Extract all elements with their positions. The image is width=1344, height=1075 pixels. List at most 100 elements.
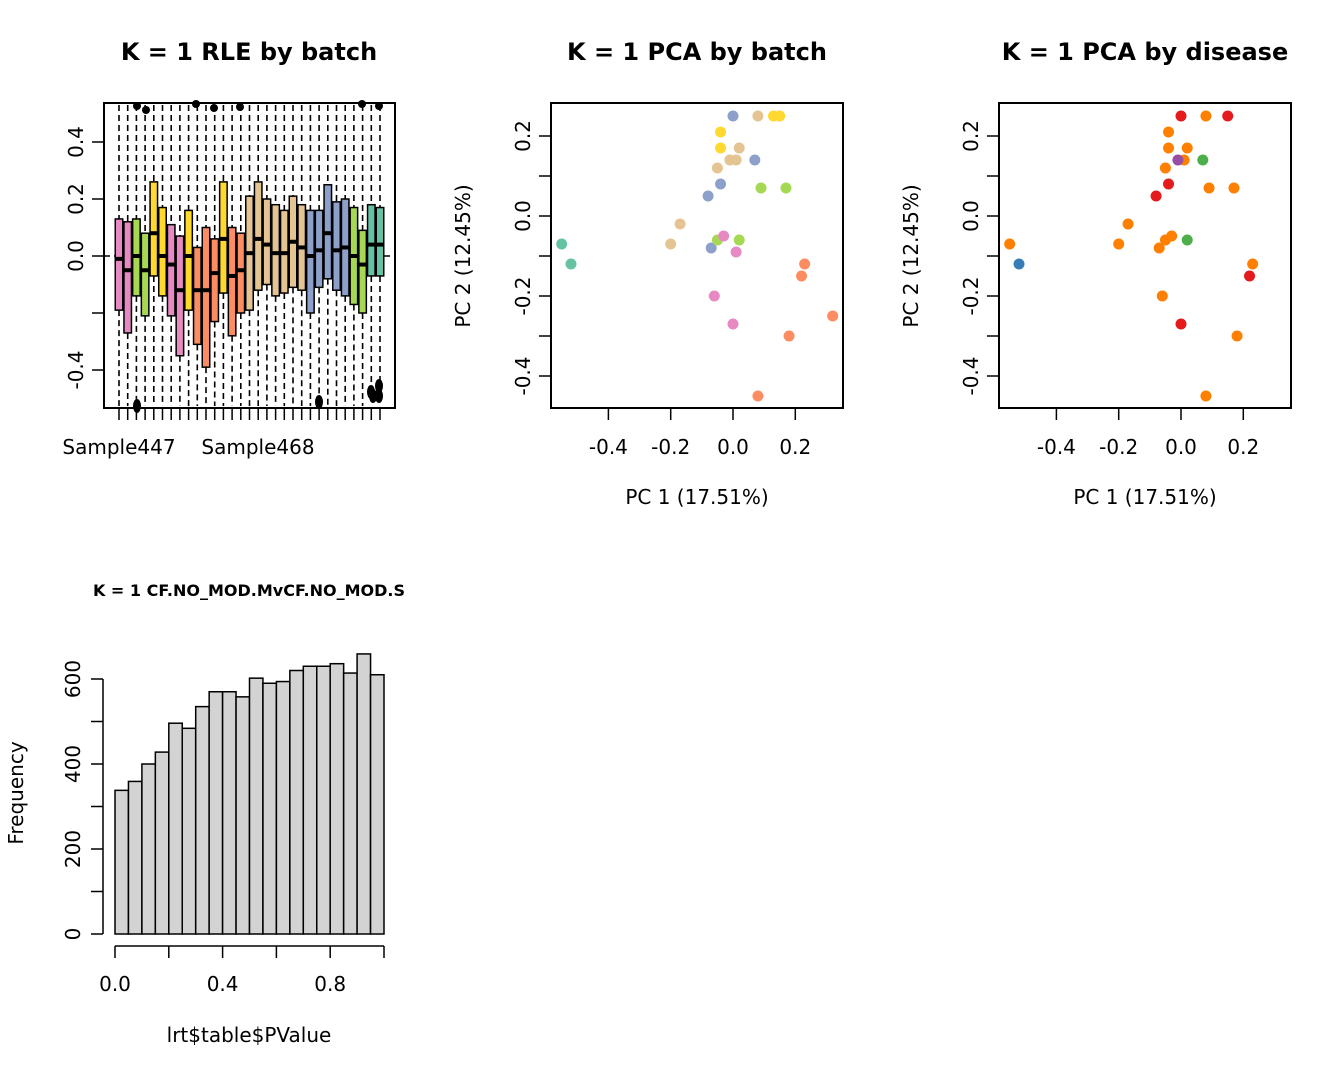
x-tick-label: -0.4 (589, 435, 628, 459)
pca-disease-ylabel: PC 2 (12.45%) (899, 184, 923, 327)
outlier-point (375, 379, 383, 393)
pca-batch-title: K = 1 PCA by batch (567, 38, 827, 66)
data-point (1197, 154, 1209, 166)
y-tick-label: 0.2 (64, 183, 88, 215)
data-point (733, 234, 745, 246)
histogram-xlabel: lrt$table$PValue (167, 1023, 332, 1047)
y-tick-label: 0.0 (511, 200, 535, 232)
rle-panel: K = 1 RLE by batch -0.4 0.0 0.2 0.4 Sample44… (62, 38, 396, 459)
box (253, 181, 263, 291)
rle-plot-area: -0.4 0.0 0.2 0.4 Sample447 Sample468 (62, 100, 396, 459)
box (184, 209, 194, 311)
data-point (1175, 318, 1187, 330)
box (140, 232, 150, 317)
box (375, 206, 385, 277)
box (149, 181, 159, 277)
data-point (727, 110, 739, 122)
histogram-bar (208, 691, 224, 935)
histogram-bar (114, 789, 130, 935)
box (210, 238, 220, 323)
x-tick-label: -0.2 (651, 435, 690, 459)
x-tick-label: 0.4 (207, 972, 239, 996)
histogram-bar (221, 691, 237, 935)
data-point (724, 154, 736, 166)
x-tick-label: -0.4 (1037, 435, 1076, 459)
box (305, 209, 315, 314)
data-point (1156, 290, 1168, 302)
histogram-title: K = 1 CF.NO_MOD.MvCF.NO_MOD.S (93, 581, 405, 600)
box (332, 201, 341, 291)
x-tick-label: Sample468 (201, 435, 314, 459)
x-tick-label: 0.0 (99, 972, 131, 996)
data-point (774, 110, 786, 122)
pca-disease-title: K = 1 PCA by disease (1002, 38, 1289, 66)
x-tick-label: -0.2 (1099, 435, 1138, 459)
x-tick-label: Sample447 (62, 435, 175, 459)
data-point (730, 246, 742, 258)
pca-batch-plot-area: -0.4 -0.2 0.0 0.2 -0.4 -0.2 0.0 0.2 (511, 102, 844, 459)
histogram-bar (127, 780, 143, 935)
box (227, 226, 237, 337)
data-point (783, 330, 795, 342)
y-tick-label: 0.2 (511, 120, 535, 152)
data-point (674, 218, 686, 230)
pca-batch-xlabel: PC 1 (17.51%) (625, 485, 768, 509)
y-tick-label: -0.4 (959, 356, 983, 395)
box (236, 232, 246, 314)
data-point (665, 238, 677, 250)
x-tick-label: 0.2 (779, 435, 811, 459)
pca-batch-ylabel: PC 2 (12.45%) (451, 184, 475, 327)
histogram-bar (356, 653, 372, 935)
pca-disease-panel: K = 1 PCA by disease PC 1 (17.51%) PC 2 … (899, 38, 1292, 509)
box (123, 221, 133, 334)
pca-disease-plot-area: -0.4 -0.2 0.0 0.2 -0.4 -0.2 0.0 0.2 (959, 102, 1292, 459)
box (271, 203, 281, 297)
data-point (780, 182, 792, 194)
data-point (1004, 238, 1016, 250)
plot-frame (550, 102, 844, 409)
x-tick-label: 0.8 (314, 972, 346, 996)
y-tick-label: 0.0 (64, 240, 88, 272)
box (175, 235, 185, 357)
histogram-plot-area: 0 200 400 600 0.0 0.4 0.8 (61, 653, 385, 996)
x-tick-label: 0.0 (1165, 435, 1197, 459)
box (262, 198, 272, 286)
histogram-bar (194, 705, 210, 935)
data-point (727, 318, 739, 330)
data-point (1175, 110, 1187, 122)
box (358, 229, 368, 314)
histogram-ylabel: Frequency (4, 741, 28, 844)
x-tick-label: 0.0 (717, 435, 749, 459)
data-point (1203, 182, 1215, 194)
data-point (827, 310, 839, 322)
y-tick-label: -0.4 (511, 356, 535, 395)
data-point (796, 270, 808, 282)
y-tick-label: 0.4 (64, 126, 88, 158)
histogram-panel: K = 1 CF.NO_MOD.MvCF.NO_MOD.S lrt$table$… (4, 581, 405, 1047)
data-point (1172, 154, 1184, 166)
box (366, 203, 376, 277)
histogram-bar (154, 751, 170, 935)
histogram-bar (316, 665, 331, 935)
data-point (1228, 182, 1240, 194)
histogram-bar (235, 696, 251, 935)
data-point (1163, 178, 1175, 190)
histogram-bar (141, 763, 157, 935)
data-point (1247, 258, 1259, 270)
data-point (752, 110, 764, 122)
pca-batch-panel: K = 1 PCA by batch PC 1 (17.51%) PC 2 (1… (451, 38, 844, 509)
histogram-bar (168, 722, 184, 935)
data-point (565, 258, 577, 270)
y-tick-label: 0.2 (959, 120, 983, 152)
data-point (1231, 330, 1243, 342)
outlier-point (369, 389, 377, 403)
data-point (1181, 142, 1193, 154)
box (114, 218, 124, 311)
data-point (1122, 218, 1134, 230)
data-point (718, 230, 730, 242)
histogram-bar (262, 682, 278, 935)
pca-disease-xlabel: PC 1 (17.51%) (1073, 485, 1216, 509)
box (166, 223, 176, 317)
histogram-bar (289, 669, 305, 935)
